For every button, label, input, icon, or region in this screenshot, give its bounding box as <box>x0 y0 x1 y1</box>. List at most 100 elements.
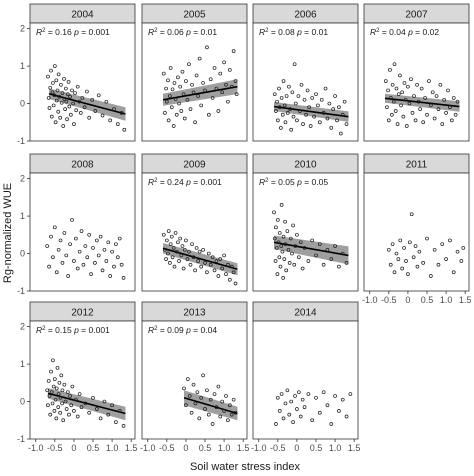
data-point <box>316 103 320 108</box>
data-point <box>72 409 76 413</box>
data-point <box>409 212 414 217</box>
data-point <box>94 407 99 411</box>
stats-annotation: R2 = 0.06 p = 0.01 <box>148 27 217 37</box>
data-point <box>282 103 287 108</box>
data-point <box>425 236 429 241</box>
data-point <box>193 401 198 406</box>
data-point <box>59 100 64 105</box>
data-point <box>51 255 55 260</box>
data-point <box>205 45 209 50</box>
data-point <box>119 111 124 115</box>
regression-line <box>48 93 126 115</box>
facet-strip-label: 2014 <box>294 308 317 319</box>
data-point <box>218 71 223 76</box>
data-point <box>317 242 322 247</box>
data-point <box>194 73 199 78</box>
data-point <box>337 409 341 413</box>
data-point <box>277 231 282 235</box>
data-point <box>274 109 278 113</box>
data-point <box>214 86 219 91</box>
data-point <box>172 81 177 85</box>
data-point <box>62 76 66 81</box>
facet-panel-2014: 2014 -1.0 -0.5 0 0.5 1.0 1.5 <box>251 301 360 453</box>
data-point <box>90 97 95 102</box>
facet-strip-label: 2010 <box>294 160 317 171</box>
data-point <box>344 261 349 265</box>
data-point <box>54 270 59 275</box>
data-point <box>210 422 215 426</box>
facet-strip-label: 2012 <box>71 308 94 319</box>
data-point <box>68 394 72 398</box>
data-point <box>187 249 191 254</box>
data-point <box>216 274 221 278</box>
data-point <box>312 114 316 119</box>
data-point <box>166 229 171 233</box>
data-point <box>436 107 441 112</box>
data-point <box>386 118 391 123</box>
data-point <box>203 407 207 411</box>
data-point <box>47 394 52 398</box>
data-point <box>178 236 183 241</box>
data-point <box>404 124 409 128</box>
data-point <box>396 92 401 97</box>
data-point <box>340 112 345 117</box>
y-tick-label: 2 <box>20 174 25 184</box>
data-point <box>310 96 315 100</box>
data-point <box>54 386 59 391</box>
data-point <box>428 103 433 108</box>
data-point <box>199 395 204 400</box>
data-point <box>226 262 230 267</box>
data-point <box>329 422 334 426</box>
data-point <box>62 97 67 101</box>
data-point <box>400 90 405 95</box>
data-point <box>81 262 86 267</box>
data-point <box>55 88 60 93</box>
x-tick-label: -1.0 <box>28 443 44 453</box>
data-point <box>222 253 226 258</box>
data-point <box>65 92 70 97</box>
data-point <box>335 118 339 123</box>
data-point <box>51 358 55 363</box>
regression-line <box>273 105 349 118</box>
x-tick-label: 1.0 <box>106 443 119 453</box>
data-point <box>340 251 345 256</box>
data-point <box>174 112 179 117</box>
facet-panel-2011: 2011 -1.0 -0.5 0 0.5 1.0 1.5 <box>362 153 471 305</box>
data-point <box>277 86 281 91</box>
data-point <box>459 259 464 263</box>
panel-area <box>252 172 359 292</box>
data-point <box>287 261 292 265</box>
data-point <box>229 412 234 417</box>
x-tick-label: 1.0 <box>440 295 453 305</box>
data-point <box>222 60 226 65</box>
data-point <box>110 403 114 408</box>
data-point <box>286 247 291 252</box>
data-point <box>161 71 166 76</box>
data-point <box>314 253 318 258</box>
data-point <box>60 261 65 265</box>
data-point <box>190 82 194 87</box>
data-point <box>220 399 225 404</box>
panel-area <box>252 320 359 440</box>
data-point <box>453 112 458 117</box>
data-point <box>398 73 402 78</box>
data-point <box>319 97 324 102</box>
x-tick-label: 1.5 <box>125 443 138 453</box>
data-point <box>46 96 51 100</box>
data-point <box>233 281 238 286</box>
data-point <box>413 118 418 123</box>
data-point <box>277 409 282 413</box>
data-point <box>106 412 111 417</box>
data-point <box>173 97 178 101</box>
data-point <box>406 84 410 89</box>
data-point <box>72 259 76 263</box>
data-point <box>61 124 66 128</box>
data-point <box>49 369 53 374</box>
data-point <box>317 120 322 125</box>
data-point <box>58 238 63 243</box>
data-point <box>68 242 72 247</box>
data-point <box>164 99 169 104</box>
data-point <box>47 106 52 110</box>
data-point <box>293 244 298 248</box>
data-point <box>169 234 174 239</box>
